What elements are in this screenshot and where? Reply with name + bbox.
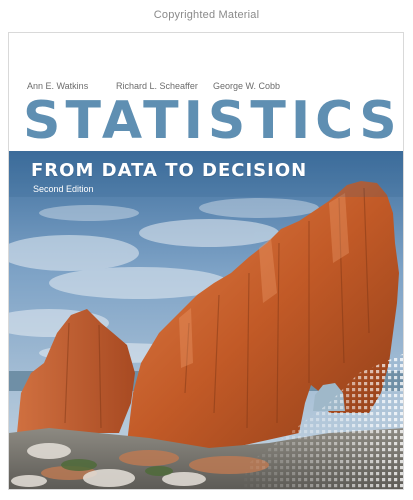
book-cover: Ann E. Watkins Richard L. Scheaffer Geor… (8, 32, 404, 490)
cover-photo (9, 33, 403, 489)
edition-label: Second Edition (33, 184, 94, 194)
book-title: STATISTICS (23, 91, 402, 151)
watermark: Copyrighted Material (153, 9, 260, 21)
author-2: Richard L. Scheaffer (116, 81, 198, 91)
authors: Ann E. Watkins Richard L. Scheaffer Geor… (27, 81, 287, 95)
author-1: Ann E. Watkins (27, 81, 89, 91)
book-subtitle: FROM DATA TO DECISION (31, 160, 308, 181)
author-3: George W. Cobb (213, 81, 281, 91)
